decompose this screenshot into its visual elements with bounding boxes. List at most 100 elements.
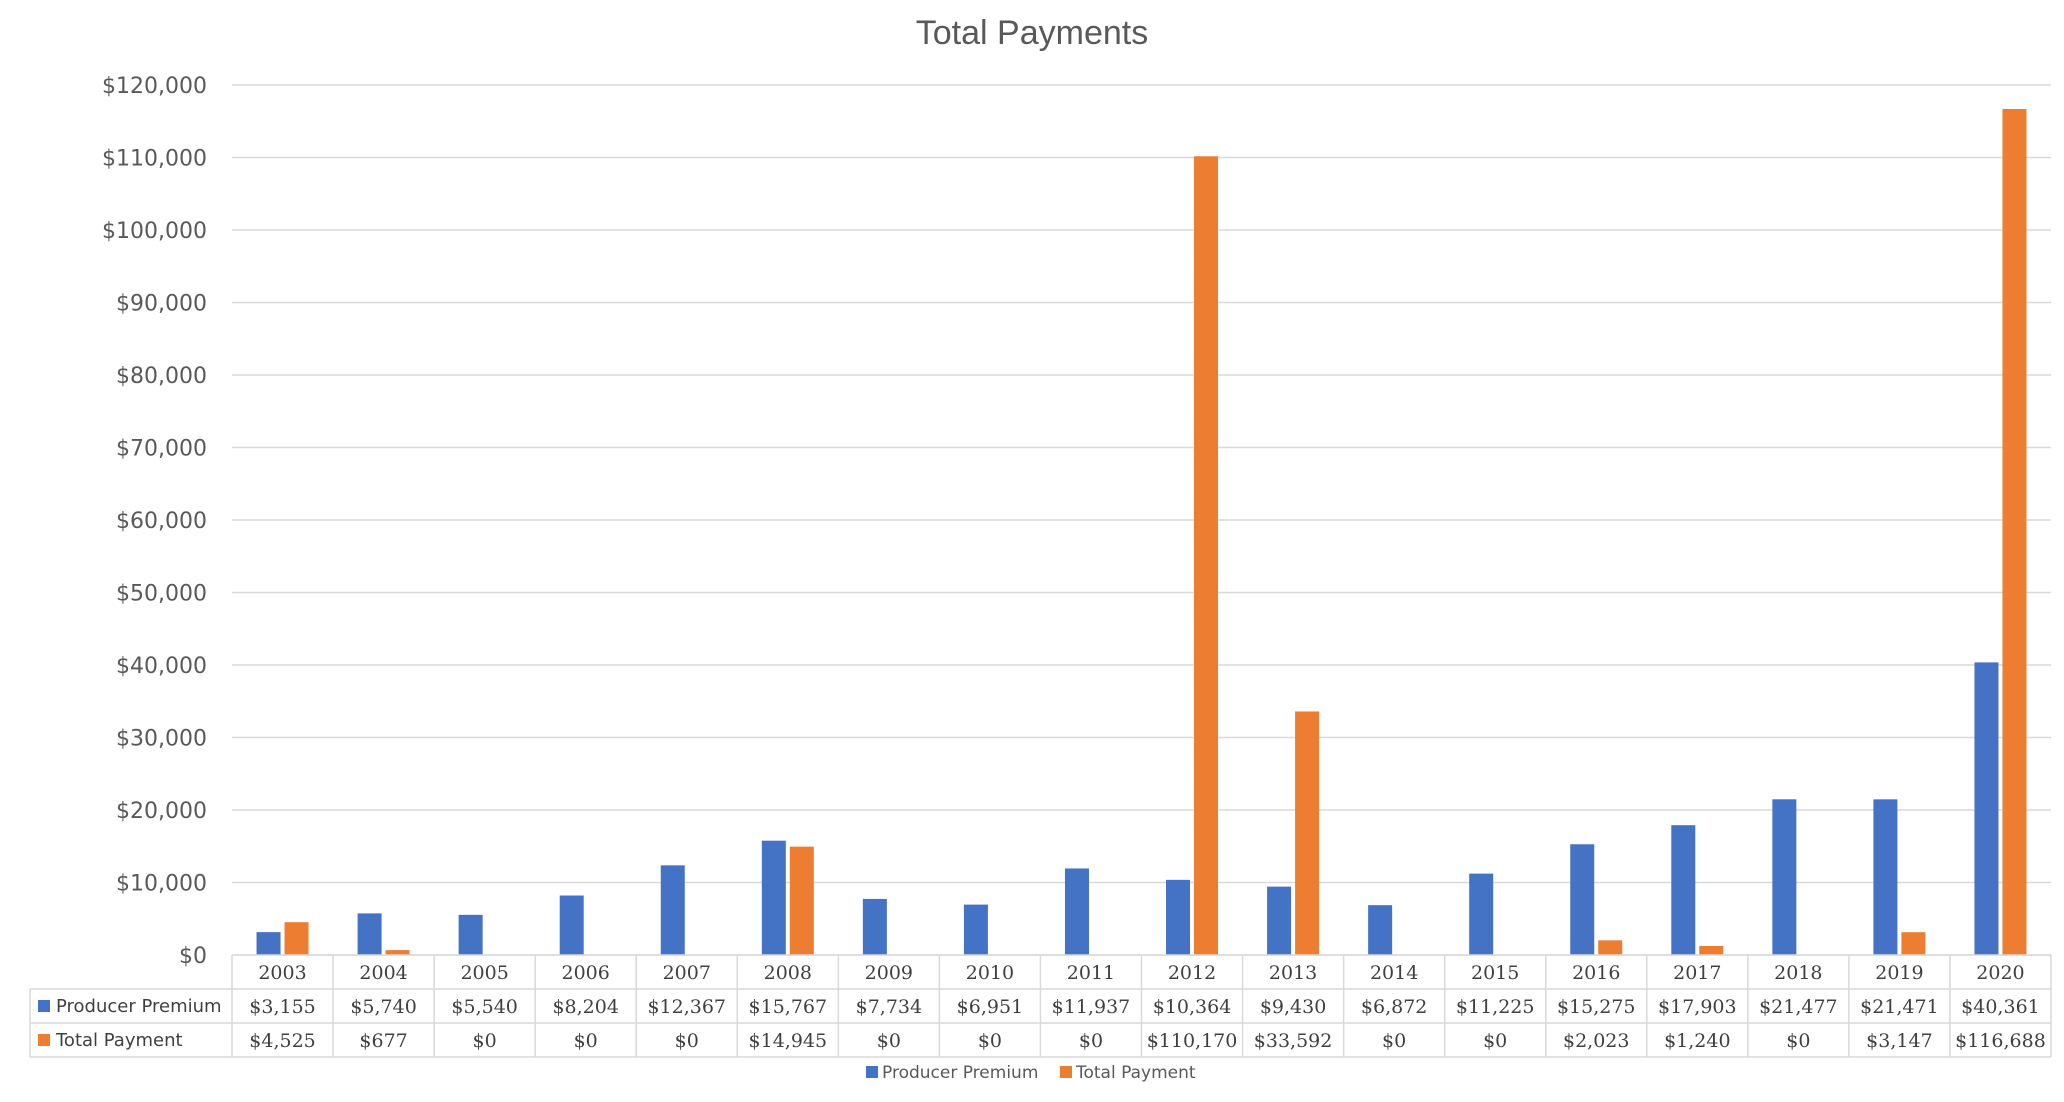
bar-total-payment (2002, 109, 2027, 955)
data-label: $10,364 (1153, 996, 1232, 1018)
data-label: $5,740 (350, 996, 416, 1018)
data-label: $677 (359, 1030, 407, 1052)
y-tick-label: $50,000 (116, 582, 207, 607)
data-label: $21,477 (1759, 996, 1838, 1018)
data-label: $11,937 (1052, 996, 1131, 1018)
bar-producer-premium (1469, 873, 1494, 955)
category-label: 2018 (1774, 962, 1822, 984)
data-label: $9,430 (1260, 996, 1326, 1018)
category-label: 2006 (562, 962, 610, 984)
category-label: 2005 (460, 962, 508, 984)
data-label: $7,734 (856, 996, 922, 1018)
legend-key (1060, 1066, 1072, 1078)
table-legend-key (38, 1034, 50, 1046)
data-label: $0 (877, 1030, 901, 1052)
data-label: $0 (1382, 1030, 1406, 1052)
data-label: $1,240 (1664, 1030, 1730, 1052)
bar-producer-premium (1772, 799, 1797, 955)
category-label: 2009 (865, 962, 913, 984)
category-label: 2010 (966, 962, 1014, 984)
y-tick-label: $110,000 (102, 147, 207, 172)
bar-total-payment (789, 846, 814, 955)
chart-title: Total Payments (915, 14, 1149, 52)
bar-producer-premium (1671, 825, 1696, 955)
y-tick-label: $40,000 (116, 654, 207, 679)
bar-total-payment (1901, 932, 1926, 955)
data-label: $14,945 (749, 1030, 828, 1052)
data-label: $0 (978, 1030, 1002, 1052)
category-label: 2014 (1370, 962, 1418, 984)
legend-label: Producer Premium (882, 1063, 1038, 1083)
y-tick-label: $70,000 (116, 437, 207, 462)
data-label: $5,540 (451, 996, 517, 1018)
bar-producer-premium (1974, 662, 1999, 955)
bar-producer-premium (1166, 879, 1191, 955)
data-label: $0 (473, 1030, 497, 1052)
data-label: $2,023 (1563, 1030, 1629, 1052)
bar-producer-premium (963, 904, 988, 955)
table-series-name: Total Payment (55, 1030, 183, 1051)
data-label: $3,155 (249, 996, 315, 1018)
bar-total-payment (1598, 940, 1623, 955)
category-label: 2003 (258, 962, 306, 984)
data-label: $17,903 (1658, 996, 1737, 1018)
bar-producer-premium (458, 914, 483, 955)
category-label: 2015 (1471, 962, 1519, 984)
category-label: 2008 (764, 962, 812, 984)
data-label: $40,361 (1961, 996, 2040, 1018)
category-label: 2013 (1269, 962, 1317, 984)
bar-total-payment (1194, 156, 1219, 955)
bar-total-payment (385, 950, 410, 955)
bar-total-payment (284, 922, 309, 955)
bar-producer-premium (1368, 905, 1393, 955)
data-label: $8,204 (552, 996, 618, 1018)
legend-key (866, 1066, 878, 1078)
category-label: 2011 (1067, 962, 1115, 984)
category-label: 2004 (359, 962, 407, 984)
bar-total-payment (1699, 946, 1724, 955)
bar-producer-premium (256, 932, 281, 955)
category-label: 2017 (1673, 962, 1721, 984)
category-label: 2016 (1572, 962, 1620, 984)
category-label: 2019 (1875, 962, 1923, 984)
category-label: 2012 (1168, 962, 1216, 984)
y-tick-label: $30,000 (116, 727, 207, 752)
y-tick-label: $0 (179, 944, 207, 969)
bar-producer-premium (660, 865, 685, 955)
y-tick-label: $20,000 (116, 799, 207, 824)
category-label: 2020 (1976, 962, 2024, 984)
bar-producer-premium (761, 840, 786, 955)
y-tick-label: $100,000 (102, 219, 207, 244)
table-legend-key (38, 1000, 50, 1012)
bar-producer-premium (357, 913, 382, 955)
data-label: $6,951 (957, 996, 1023, 1018)
data-label: $110,170 (1147, 1030, 1238, 1052)
data-label: $15,767 (749, 996, 828, 1018)
bar-producer-premium (1267, 886, 1292, 955)
y-tick-label: $80,000 (116, 364, 207, 389)
data-label: $6,872 (1361, 996, 1427, 1018)
data-label: $0 (1483, 1030, 1507, 1052)
data-label: $0 (574, 1030, 598, 1052)
data-label: $12,367 (647, 996, 726, 1018)
legend-label: Total Payment (1075, 1063, 1196, 1083)
data-label: $116,688 (1955, 1030, 2046, 1052)
table-series-name: Producer Premium (56, 996, 222, 1017)
data-label: $21,471 (1860, 996, 1939, 1018)
bar-producer-premium (862, 898, 887, 955)
y-tick-label: $10,000 (116, 872, 207, 897)
data-label: $0 (1786, 1030, 1810, 1052)
data-label: $3,147 (1866, 1030, 1932, 1052)
data-label: $11,225 (1456, 996, 1535, 1018)
data-label: $0 (675, 1030, 699, 1052)
bar-producer-premium (1570, 844, 1595, 955)
data-label: $15,275 (1557, 996, 1636, 1018)
y-tick-label: $60,000 (116, 509, 207, 534)
bar-total-payment (1295, 711, 1320, 955)
data-label: $33,592 (1254, 1030, 1333, 1052)
data-label: $4,525 (249, 1030, 315, 1052)
data-label: $0 (1079, 1030, 1103, 1052)
y-tick-label: $120,000 (102, 74, 207, 99)
y-tick-label: $90,000 (116, 292, 207, 317)
